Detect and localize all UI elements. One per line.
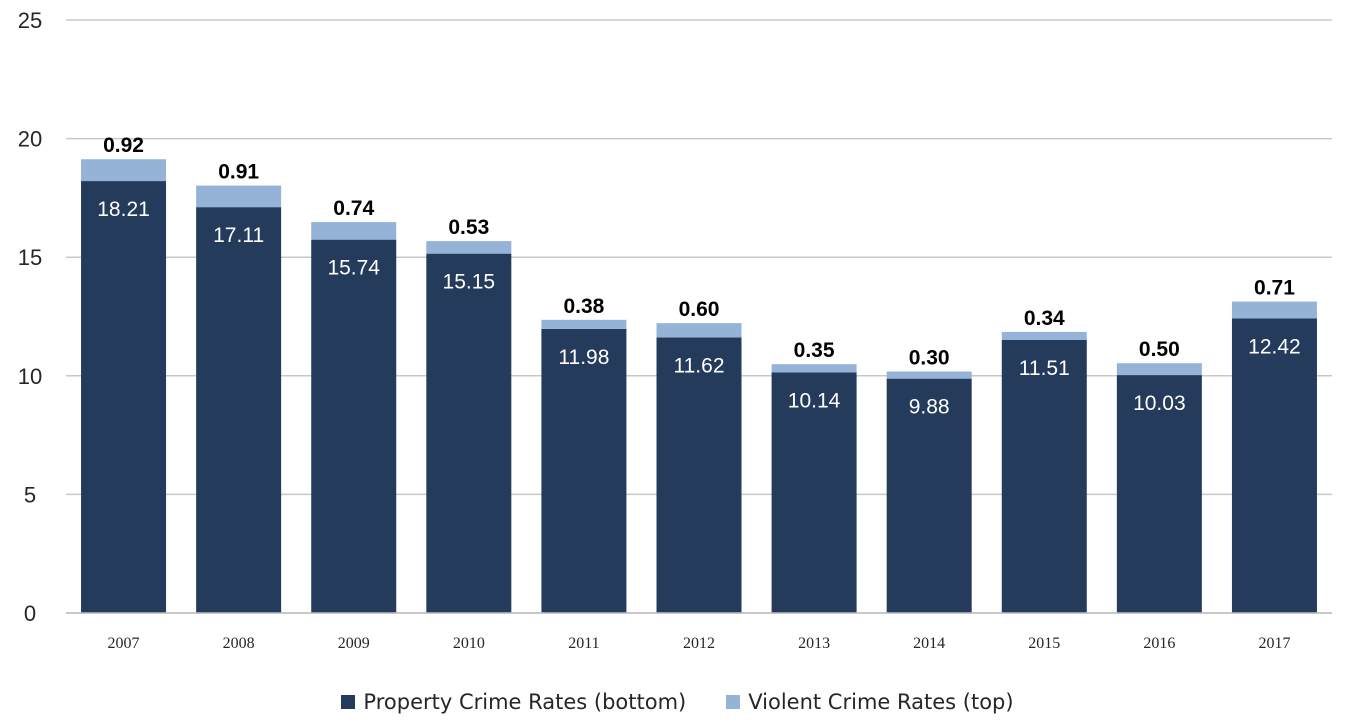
x-tick-label: 2007 xyxy=(108,635,140,652)
bar-property-2017 xyxy=(1231,318,1317,613)
data-label-property: 12.42 xyxy=(1248,335,1301,358)
data-label-property: 10.03 xyxy=(1133,392,1186,415)
data-label-violent: 0.50 xyxy=(1139,338,1180,361)
bar-property-2011 xyxy=(541,328,627,613)
legend-label-violent: Violent Crime Rates (top) xyxy=(748,690,1014,714)
y-tick-label: 20 xyxy=(18,127,42,152)
data-label-violent: 0.34 xyxy=(1024,307,1065,330)
y-tick-label: 0 xyxy=(24,601,36,626)
bar-property-2013 xyxy=(771,372,857,613)
y-tick-label: 5 xyxy=(24,482,36,507)
legend-label-property: Property Crime Rates (bottom) xyxy=(363,690,687,714)
bar-property-2015 xyxy=(1001,339,1087,613)
legend-item-violent: Violent Crime Rates (top) xyxy=(726,690,1014,714)
bars: 18.21 0.92 17.11 0.91 15.74 0.74 15.15 0.53 11.9… xyxy=(81,134,1317,613)
x-tick-label: 2012 xyxy=(683,635,715,652)
bar-property-2008 xyxy=(196,207,282,613)
data-label-property: 17.11 xyxy=(213,224,264,247)
x-tick-label: 2008 xyxy=(223,635,255,652)
data-label-violent: 0.74 xyxy=(333,197,374,220)
data-label-property: 15.15 xyxy=(443,271,496,294)
bar-property-2010 xyxy=(426,253,512,613)
data-label-property: 11.98 xyxy=(558,346,609,369)
x-tick-label: 2009 xyxy=(338,635,370,652)
bar-violent-2016 xyxy=(1116,363,1202,376)
x-tick-label: 2015 xyxy=(1028,635,1060,652)
x-tick-label: 2011 xyxy=(568,635,599,652)
data-label-violent: 0.38 xyxy=(563,295,604,318)
y-tick-label: 25 xyxy=(18,8,42,33)
y-tick-label: 15 xyxy=(18,245,42,270)
data-label-property: 15.74 xyxy=(327,257,380,280)
bar-violent-2015 xyxy=(1001,331,1087,340)
legend-swatch-property xyxy=(341,695,356,709)
y-tick-label: 10 xyxy=(18,364,42,389)
x-tick-label: 2016 xyxy=(1143,635,1175,652)
bar-property-2016 xyxy=(1116,375,1202,613)
bar-violent-2010 xyxy=(426,241,512,254)
data-label-property: 11.51 xyxy=(1019,357,1070,380)
data-label-property: 11.62 xyxy=(674,354,725,377)
bar-violent-2011 xyxy=(541,319,627,329)
x-tick-label: 2014 xyxy=(913,635,945,652)
data-label-violent: 0.91 xyxy=(218,161,259,184)
bar-violent-2007 xyxy=(81,159,167,182)
data-label-violent: 0.71 xyxy=(1254,277,1295,300)
bar-violent-2013 xyxy=(771,364,857,373)
data-label-violent: 0.30 xyxy=(909,347,950,370)
bar-violent-2008 xyxy=(196,185,282,208)
bar-violent-2017 xyxy=(1231,301,1317,319)
data-label-property: 18.21 xyxy=(97,198,150,221)
data-label-property: 10.14 xyxy=(788,389,841,412)
legend-swatch-violent xyxy=(726,695,741,709)
bar-violent-2014 xyxy=(886,371,972,379)
x-tick-label: 2010 xyxy=(453,635,485,652)
legend-item-property: Property Crime Rates (bottom) xyxy=(341,690,686,714)
data-label-violent: 0.53 xyxy=(448,216,489,239)
data-label-violent: 0.60 xyxy=(679,298,720,321)
bar-property-2007 xyxy=(81,181,167,613)
bar-property-2014 xyxy=(886,378,972,613)
data-label-violent: 0.92 xyxy=(103,134,144,157)
x-axis: 2007 2008 2009 2010 2011 2012 2013 2014 2015 2016… xyxy=(66,612,1332,652)
data-label-violent: 0.35 xyxy=(794,339,835,362)
x-tick-label: 2017 xyxy=(1258,635,1290,652)
bar-violent-2012 xyxy=(656,323,742,338)
x-tick-label: 2013 xyxy=(798,635,830,652)
data-label-property: 9.88 xyxy=(909,396,950,419)
y-axis: 0 5 10 15 20 25 xyxy=(18,8,42,626)
bar-violent-2009 xyxy=(311,222,397,240)
legend: Property Crime Rates (bottom) Violent Cr… xyxy=(0,690,1355,714)
bar-property-2009 xyxy=(311,239,397,613)
bar-property-2012 xyxy=(656,337,742,613)
